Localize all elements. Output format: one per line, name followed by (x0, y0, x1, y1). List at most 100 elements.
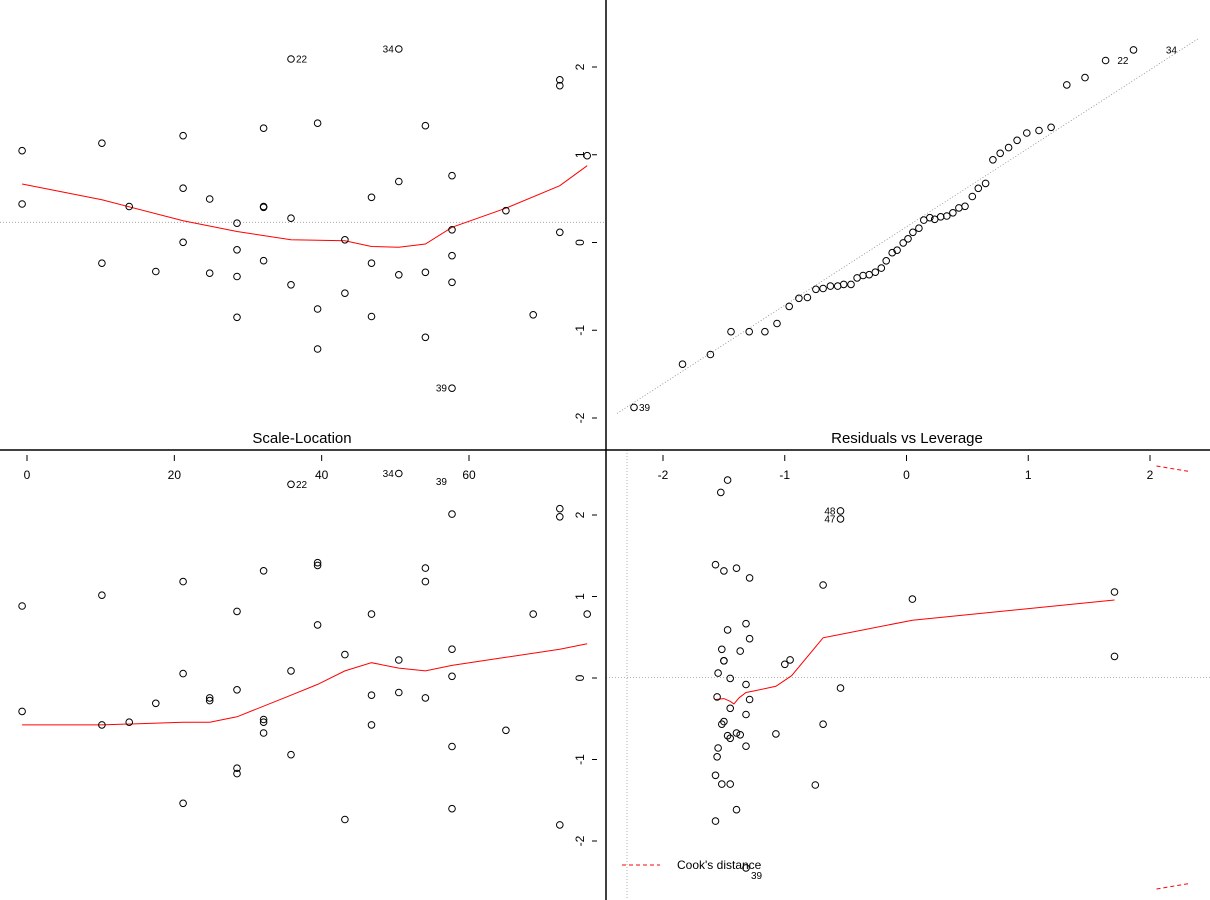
data-point (893, 246, 901, 254)
data-point (556, 81, 564, 90)
data-point (819, 720, 827, 729)
data-point (502, 726, 510, 735)
data-point (1035, 126, 1043, 135)
data-point (395, 469, 403, 478)
data-point (915, 224, 923, 232)
data-point (811, 781, 820, 789)
y-tick-label: -1 (573, 325, 587, 336)
data-point (726, 674, 735, 683)
residuals-vs-leverage-title: Residuals vs Leverage (831, 430, 983, 447)
data-point (205, 696, 214, 705)
data-point (781, 660, 789, 669)
data-point (859, 271, 867, 280)
data-point (395, 656, 403, 664)
data-point (367, 721, 376, 729)
data-point (341, 289, 349, 298)
data-point (718, 780, 726, 788)
data-point (742, 619, 750, 628)
data-point (395, 271, 403, 279)
data-point (448, 672, 456, 681)
data-point (367, 193, 376, 202)
data-point (287, 480, 295, 489)
data-point (630, 403, 638, 412)
data-point (981, 179, 990, 188)
y-tick-label: -2 (573, 835, 587, 846)
data-point (732, 805, 741, 814)
data-point (723, 731, 732, 740)
data-point (742, 680, 750, 689)
data-point (367, 691, 376, 700)
y-tick-label: 0 (573, 239, 587, 246)
data-point (179, 238, 187, 247)
data-point (556, 513, 564, 521)
data-point (233, 272, 241, 281)
data-point (233, 219, 241, 227)
data-point (713, 693, 721, 701)
data-point (313, 345, 322, 353)
data-point (421, 577, 430, 586)
data-point (556, 821, 564, 829)
data-point (421, 564, 430, 572)
y-tick-label: 1 (573, 151, 587, 158)
data-point (448, 171, 456, 180)
panel-top-right: 22 34 39 -2 -1 0 1 2 (573, 37, 1200, 423)
data-point (882, 257, 891, 265)
data-point (259, 202, 268, 211)
data-point (926, 213, 934, 222)
y-tick-label: 1 (573, 593, 587, 600)
data-point (287, 281, 295, 289)
data-point (1004, 143, 1013, 152)
y-tick-label: 2 (573, 63, 587, 70)
data-point (714, 669, 722, 677)
data-point (583, 610, 592, 618)
data-point (871, 268, 880, 277)
point-label: 48 (824, 506, 836, 517)
data-point (448, 384, 456, 393)
x-tick-label: 60 (462, 468, 476, 482)
data-point (287, 55, 295, 63)
data-point (812, 285, 820, 294)
data-point (785, 302, 794, 311)
data-point (448, 251, 456, 260)
data-point (836, 515, 845, 523)
data-point (732, 729, 741, 737)
scale-location-title: Scale-Location (252, 430, 351, 447)
data-point (125, 718, 133, 727)
data-point (726, 780, 735, 788)
data-point (556, 76, 564, 84)
data-point (745, 327, 754, 336)
data-point (448, 804, 456, 813)
data-point (313, 305, 322, 313)
data-point (18, 200, 26, 208)
point-label: 34 (383, 45, 395, 56)
data-point (205, 694, 214, 702)
data-point (909, 228, 917, 237)
data-point (395, 177, 403, 186)
data-point (745, 574, 754, 582)
data-point (877, 264, 886, 272)
data-point (1013, 136, 1021, 145)
data-point (556, 228, 564, 237)
x-tick-label: 2 (1147, 468, 1154, 482)
smoother-line (22, 165, 588, 248)
data-point (502, 206, 510, 215)
data-point (720, 657, 728, 665)
data-point (179, 184, 187, 192)
data-point (287, 667, 295, 675)
data-point (233, 607, 241, 616)
qq-reference-line (616, 37, 1200, 414)
y-tick-label: -2 (573, 412, 587, 423)
data-point (718, 720, 726, 729)
data-point (259, 567, 268, 575)
data-point (18, 146, 26, 155)
data-point (259, 718, 268, 727)
data-point (395, 45, 403, 53)
data-point (98, 721, 106, 729)
data-point (259, 256, 268, 265)
cooks-distance-legend: Cook's distance (622, 858, 762, 872)
data-point (736, 731, 745, 739)
data-point (18, 602, 26, 610)
data-point (908, 595, 917, 603)
